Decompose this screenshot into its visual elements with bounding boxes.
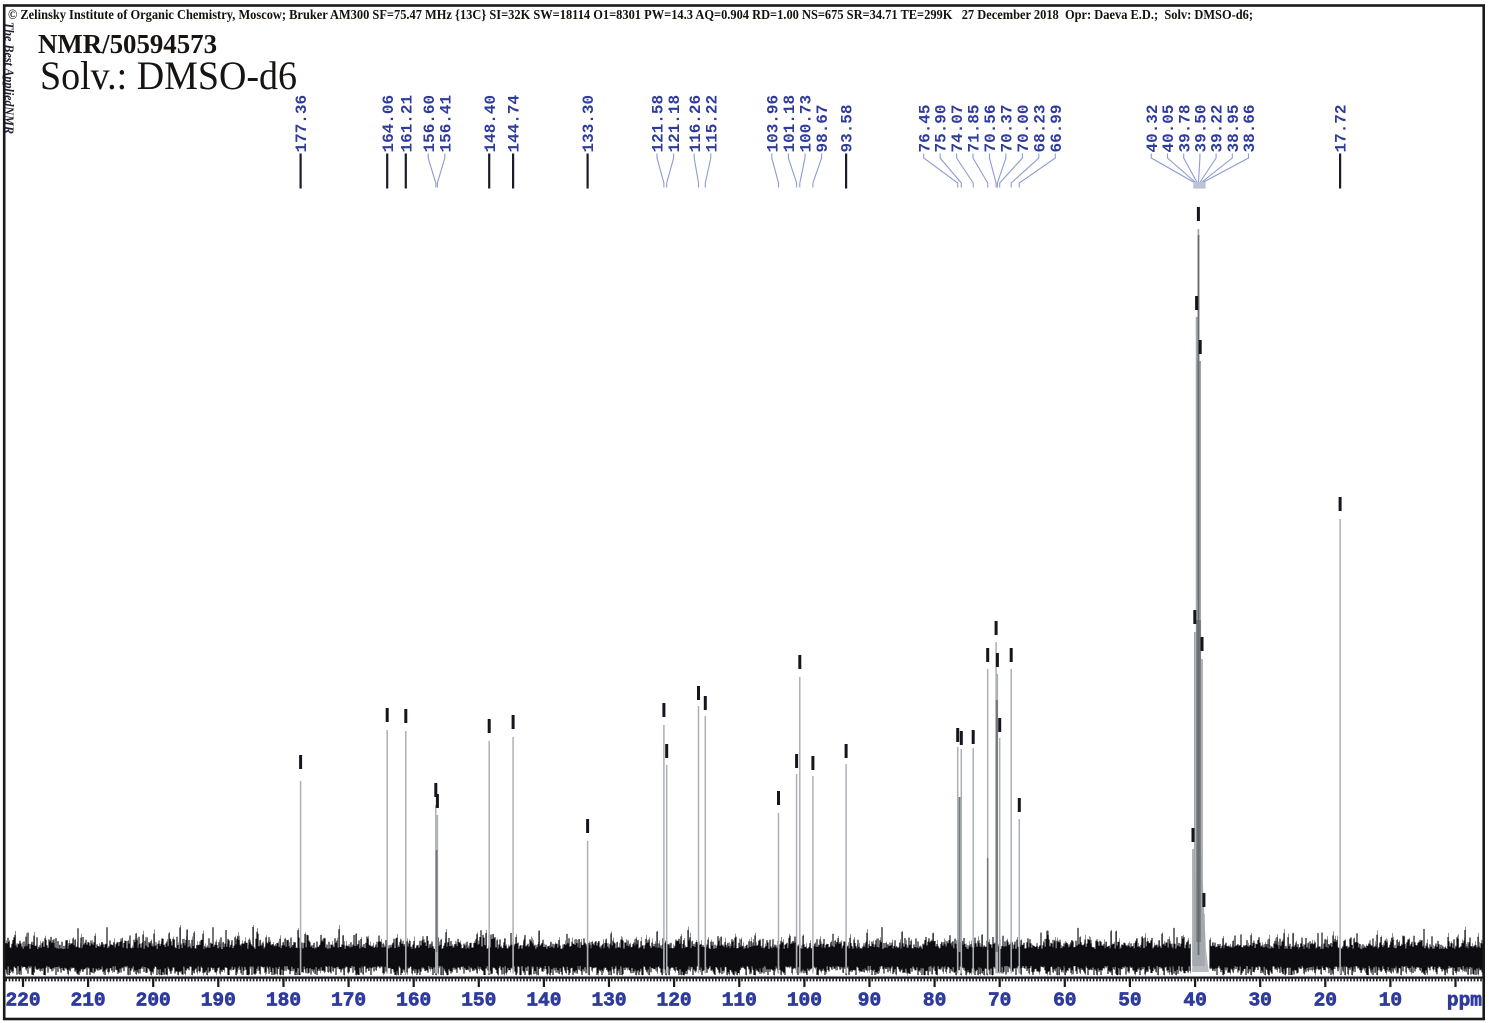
svg-text:39.78: 39.78: [1176, 104, 1194, 152]
svg-text:170: 170: [331, 990, 366, 1012]
svg-text:200: 200: [136, 990, 171, 1012]
svg-text:93.58: 93.58: [839, 104, 857, 152]
svg-text:210: 210: [71, 990, 106, 1012]
svg-text:70.56: 70.56: [982, 104, 1000, 152]
svg-text:144.74: 144.74: [506, 94, 524, 152]
svg-text:71.85: 71.85: [966, 104, 984, 152]
svg-text:74.07: 74.07: [949, 104, 967, 152]
svg-text:60: 60: [1053, 990, 1076, 1012]
svg-text:148.40: 148.40: [482, 95, 500, 153]
svg-text:156.60: 156.60: [421, 95, 439, 153]
svg-text:180: 180: [266, 990, 301, 1012]
svg-text:150: 150: [461, 990, 496, 1012]
svg-text:20: 20: [1314, 990, 1337, 1012]
svg-text:103.96: 103.96: [764, 95, 782, 153]
svg-text:30: 30: [1248, 990, 1271, 1012]
svg-text:161.21: 161.21: [398, 95, 416, 153]
svg-text:70.00: 70.00: [1015, 104, 1033, 152]
svg-text:164.06: 164.06: [380, 95, 398, 153]
svg-text:98.67: 98.67: [814, 104, 832, 152]
svg-text:17.72: 17.72: [1333, 104, 1351, 152]
svg-text:NMR/50594573: NMR/50594573: [38, 29, 217, 59]
svg-text:110: 110: [722, 990, 757, 1012]
svg-text:220: 220: [5, 990, 40, 1012]
svg-text:140: 140: [526, 990, 561, 1012]
svg-text:10: 10: [1379, 990, 1402, 1012]
svg-text:66.99: 66.99: [1048, 104, 1066, 152]
svg-text:39.22: 39.22: [1209, 104, 1227, 152]
svg-text:80: 80: [923, 990, 946, 1012]
svg-text:115.22: 115.22: [703, 95, 721, 153]
svg-text:40.32: 40.32: [1144, 104, 1162, 152]
svg-text:50: 50: [1118, 990, 1141, 1012]
svg-text:100.73: 100.73: [798, 95, 816, 153]
svg-text:38.95: 38.95: [1225, 104, 1243, 152]
svg-text:70: 70: [988, 990, 1011, 1012]
svg-text:Solv.: DMSO-d6: Solv.: DMSO-d6: [40, 53, 297, 98]
svg-text:76.45: 76.45: [916, 104, 934, 152]
svg-text:156.41: 156.41: [437, 95, 455, 153]
svg-text:160: 160: [396, 990, 431, 1012]
svg-text:101.18: 101.18: [781, 95, 799, 153]
svg-text:75.90: 75.90: [933, 104, 951, 152]
svg-text:© Zelinsky Institute of Organi: © Zelinsky Institute of Organic Chemistr…: [8, 7, 1253, 22]
svg-text:38.66: 38.66: [1241, 104, 1259, 152]
svg-text:116.26: 116.26: [687, 95, 705, 153]
svg-text:39.50: 39.50: [1193, 104, 1211, 152]
svg-text:90: 90: [858, 990, 881, 1012]
svg-text:133.30: 133.30: [580, 95, 598, 153]
svg-text:68.23: 68.23: [1031, 104, 1049, 152]
svg-text:40: 40: [1183, 990, 1206, 1012]
svg-text:121.18: 121.18: [666, 95, 684, 153]
svg-text:121.58: 121.58: [650, 95, 668, 153]
svg-text:40.05: 40.05: [1160, 104, 1178, 152]
svg-text:100: 100: [787, 990, 822, 1012]
svg-text:190: 190: [201, 990, 236, 1012]
svg-text:120: 120: [657, 990, 692, 1012]
svg-text:177.36: 177.36: [293, 95, 311, 153]
svg-text:ppm: ppm: [1447, 990, 1482, 1012]
svg-text:70.37: 70.37: [999, 104, 1017, 152]
svg-text:130: 130: [591, 990, 626, 1012]
